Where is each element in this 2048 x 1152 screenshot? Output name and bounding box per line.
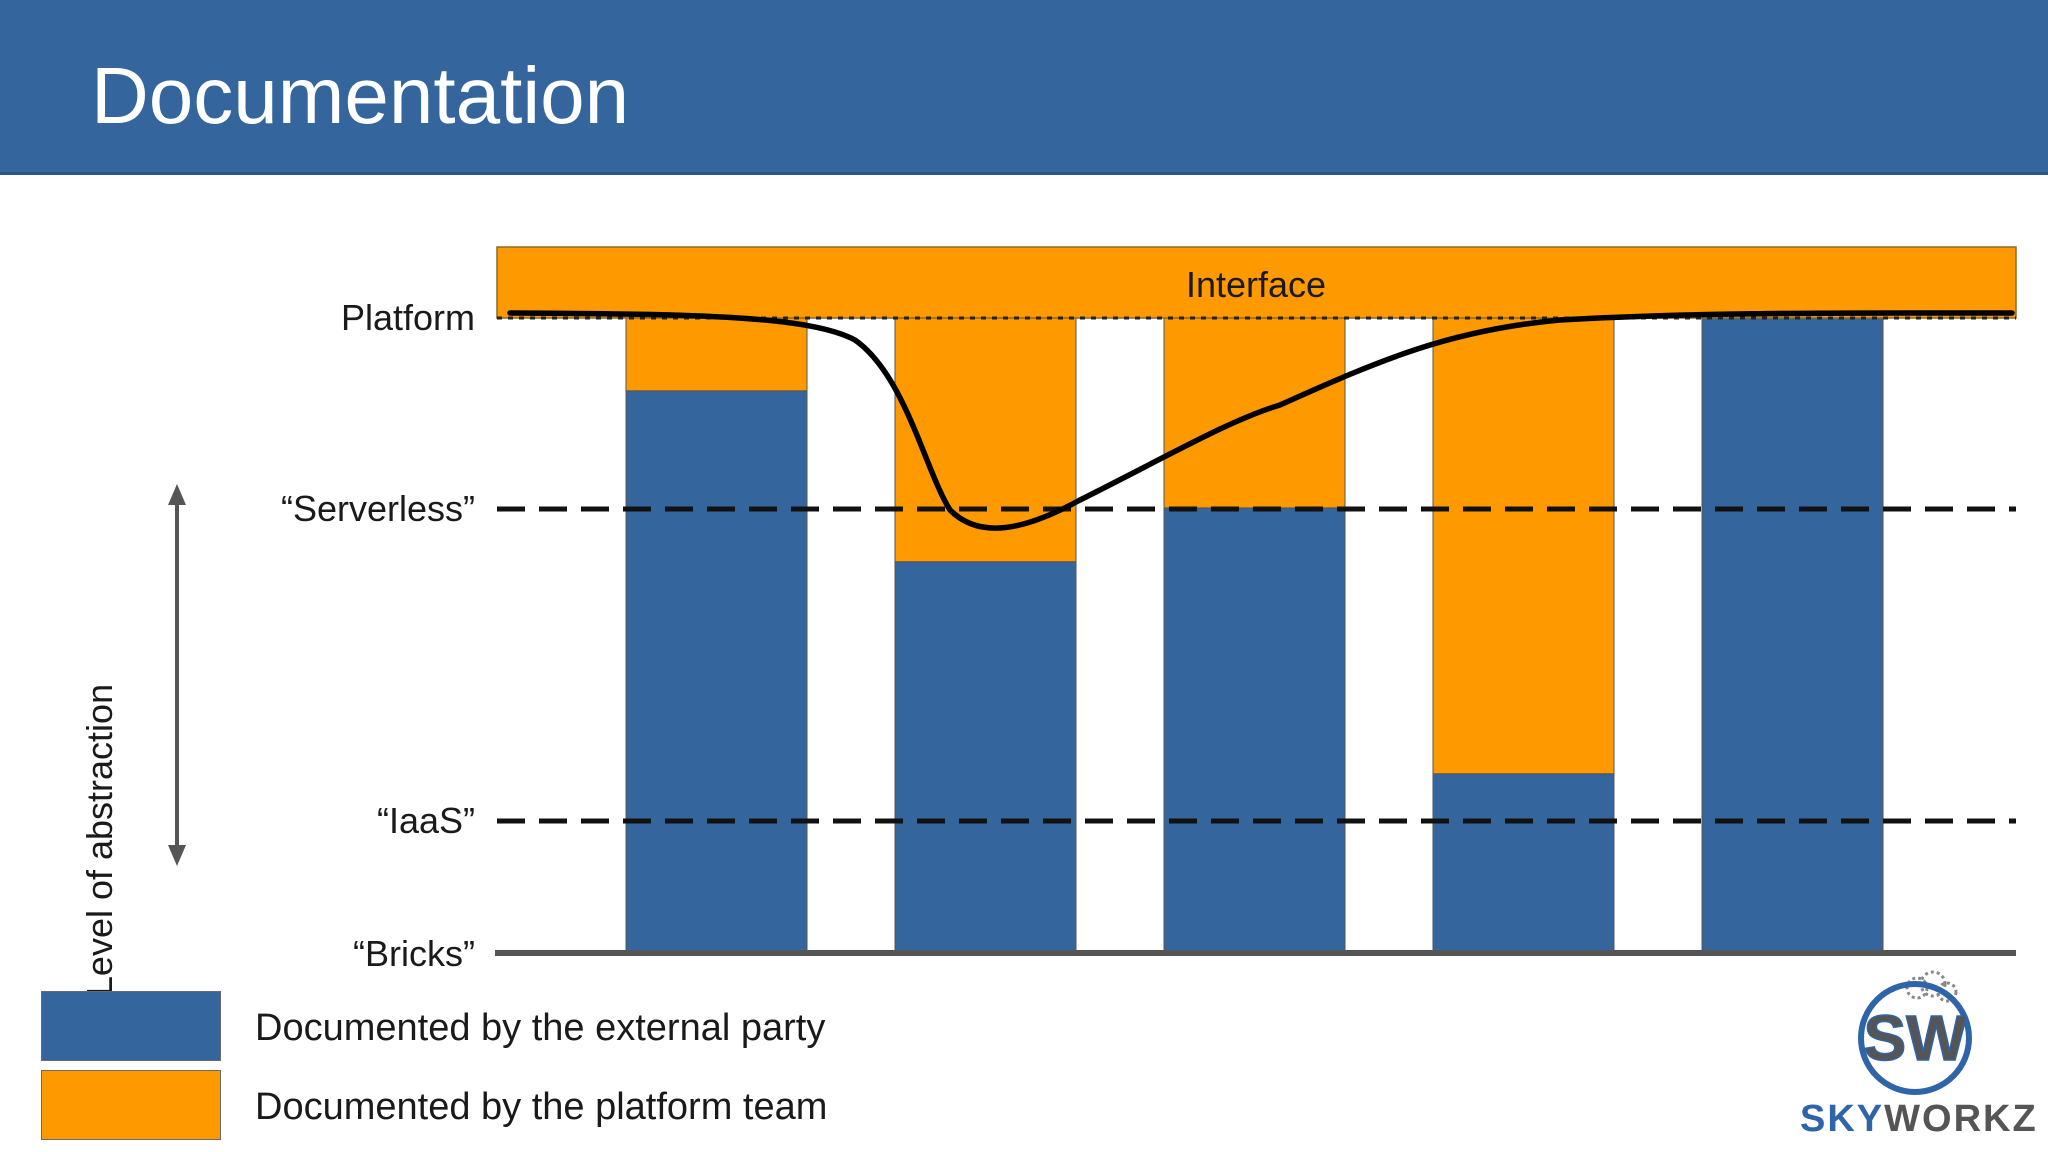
level-label-bricks: “Bricks”: [353, 933, 475, 974]
logo-name-sky: SKY: [1800, 1098, 1885, 1140]
level-label-serverless: “Serverless”: [280, 488, 475, 529]
bar-4-external: [1432, 773, 1615, 952]
logo-ring: [1858, 981, 1972, 1095]
arrow-down-icon: [168, 845, 186, 866]
bar-5-external: [1701, 317, 1884, 952]
bar-1-external: [625, 390, 808, 952]
arrow-up-icon: [168, 484, 186, 505]
logo-name-workz: WORKZ: [1884, 1098, 2038, 1140]
bars-layer: [625, 317, 1884, 952]
logo-wordmark: SKYWORKZ: [1800, 1097, 2036, 1141]
title-bar: Documentation: [0, 0, 2048, 175]
bar-3-external: [1163, 507, 1346, 952]
axis-label-text: Level of abstraction: [79, 683, 120, 997]
legend-label-external: Documented by the external party: [255, 1007, 826, 1049]
abstraction-curve: [507, 310, 2015, 531]
logo-mark: SW: [1863, 1002, 1967, 1074]
interface-bar: [496, 246, 2017, 319]
bar-4-platform: [1432, 317, 1615, 775]
bar-1-platform: [625, 317, 808, 392]
level-label-iaas: “IaaS”: [376, 800, 475, 841]
legend-swatch-platform: [41, 1070, 221, 1140]
skyworkz-logo: SW: [1858, 970, 1972, 1095]
legend-swatch-external: [41, 991, 221, 1061]
slide-title: Documentation: [91, 51, 630, 140]
level-label-platform: Platform: [340, 297, 475, 338]
interface-label: Interface: [1186, 264, 1326, 305]
bar-2-external: [894, 561, 1077, 952]
bar-2-platform: [894, 317, 1077, 563]
legend-label-platform: Documented by the platform team: [255, 1086, 828, 1128]
